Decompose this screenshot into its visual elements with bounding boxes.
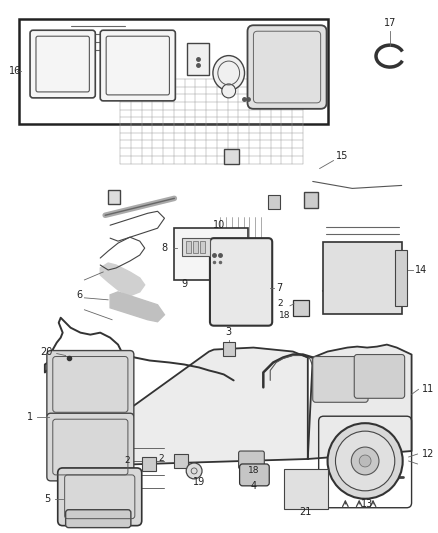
Bar [193, 241, 198, 253]
FancyBboxPatch shape [47, 413, 134, 481]
Polygon shape [49, 348, 308, 467]
Polygon shape [110, 292, 165, 322]
Text: 2: 2 [124, 456, 130, 465]
Bar [174, 454, 188, 468]
Circle shape [336, 431, 395, 491]
Text: 18: 18 [279, 311, 290, 320]
Text: 12: 12 [421, 449, 434, 459]
Circle shape [359, 455, 371, 467]
Bar [224, 149, 239, 164]
Text: 21: 21 [300, 507, 312, 516]
FancyBboxPatch shape [240, 464, 269, 486]
FancyBboxPatch shape [354, 354, 405, 398]
Text: 15: 15 [336, 151, 348, 160]
FancyBboxPatch shape [66, 510, 131, 528]
Bar [174, 228, 248, 280]
Text: 7: 7 [276, 283, 283, 293]
FancyBboxPatch shape [100, 30, 175, 101]
Text: 2: 2 [277, 300, 283, 308]
Bar [19, 19, 328, 124]
Text: 19: 19 [193, 477, 205, 487]
FancyBboxPatch shape [313, 357, 368, 402]
Bar [223, 342, 235, 356]
Circle shape [186, 463, 202, 479]
Bar [187, 43, 209, 75]
Bar [293, 300, 309, 316]
Polygon shape [308, 345, 412, 459]
Circle shape [351, 447, 379, 475]
Text: 2: 2 [159, 455, 165, 464]
Text: 13: 13 [361, 499, 373, 509]
FancyBboxPatch shape [47, 351, 134, 418]
Text: 17: 17 [384, 18, 396, 28]
Text: 4: 4 [251, 481, 257, 491]
Text: 16: 16 [9, 66, 21, 76]
FancyBboxPatch shape [210, 238, 272, 326]
Text: 11: 11 [421, 384, 434, 394]
Bar [323, 242, 402, 314]
Text: 3: 3 [226, 327, 232, 337]
Ellipse shape [213, 55, 244, 91]
FancyBboxPatch shape [58, 468, 142, 526]
Circle shape [328, 423, 403, 499]
Text: 6: 6 [76, 290, 82, 300]
Bar [268, 196, 280, 209]
Polygon shape [100, 263, 145, 296]
Bar [395, 250, 406, 306]
Bar [186, 241, 191, 253]
Bar [284, 469, 328, 508]
FancyBboxPatch shape [239, 451, 264, 469]
Text: 5: 5 [45, 494, 51, 504]
Text: 1: 1 [27, 412, 33, 422]
Bar [108, 190, 120, 204]
FancyBboxPatch shape [30, 30, 95, 98]
Text: 8: 8 [161, 243, 167, 253]
Text: 14: 14 [414, 265, 427, 275]
Bar [304, 192, 318, 208]
Text: 9: 9 [181, 279, 187, 289]
Bar [142, 457, 155, 471]
Text: 10: 10 [213, 220, 225, 230]
FancyBboxPatch shape [247, 25, 327, 109]
Circle shape [222, 84, 236, 98]
Text: 18: 18 [247, 466, 259, 475]
Bar [200, 241, 205, 253]
Bar [182, 238, 210, 256]
Text: 20: 20 [40, 346, 53, 357]
